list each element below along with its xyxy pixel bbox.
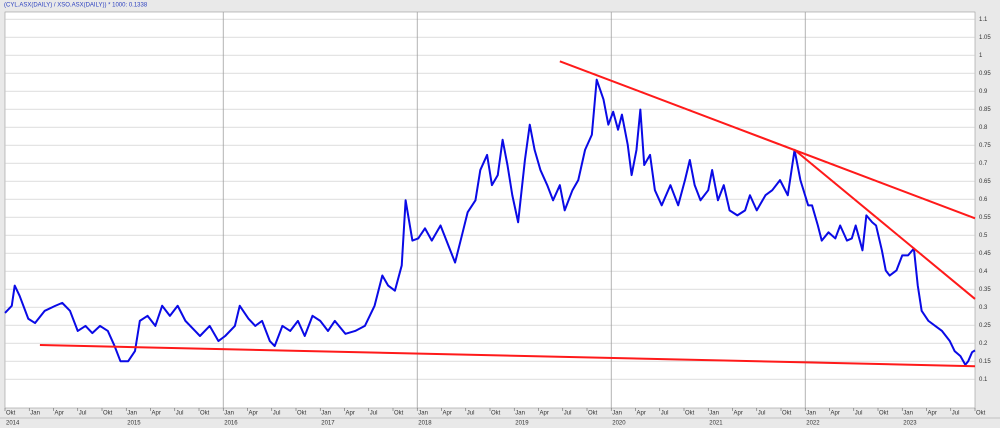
year-tick-label: 2017 (321, 421, 335, 427)
year-tick-label: 2015 (127, 421, 141, 427)
year-tick-label: 2016 (224, 421, 238, 427)
year-tick-label: 2019 (515, 421, 529, 427)
year-tick-label: 2021 (709, 421, 723, 427)
y-tick-label: 0.25 (979, 323, 991, 329)
x-tick-label: Jul (564, 411, 572, 417)
x-tick-label: Apr (540, 411, 549, 417)
x-tick-label: Okt (200, 411, 210, 417)
price-line (4, 78, 976, 366)
x-tick-label: Jan (515, 411, 525, 417)
x-tick-label: Okt (685, 411, 695, 417)
y-tick-label: 0.5 (979, 233, 988, 239)
x-tick-label: Apr (152, 411, 161, 417)
x-tick-label: Okt (6, 411, 16, 417)
x-tick-label: Apr (734, 411, 743, 417)
y-tick-label: 0.7 (979, 161, 988, 167)
y-tick-label: 0.1 (979, 377, 988, 383)
x-tick-label: Apr (346, 411, 355, 417)
x-tick-label: Okt (103, 411, 113, 417)
x-tick-label: Jul (758, 411, 766, 417)
y-tick-label: 0.95 (979, 71, 991, 77)
trendline (793, 149, 976, 300)
y-tick-label: 1.1 (979, 17, 988, 23)
year-tick-label: 2014 (6, 421, 20, 427)
x-tick-label: Jul (273, 411, 281, 417)
x-tick-label: Jan (806, 411, 816, 417)
y-tick-label: 0.8 (979, 125, 988, 131)
y-tick-label: 0.4 (979, 269, 988, 275)
y-tick-label: 0.55 (979, 215, 991, 221)
x-tick-label: Jan (709, 411, 719, 417)
x-tick-label: Jul (370, 411, 378, 417)
x-tick-label: Apr (928, 411, 937, 417)
y-tick-label: 0.85 (979, 107, 991, 113)
x-tick-label: Okt (394, 411, 404, 417)
y-tick-label: 0.15 (979, 359, 991, 365)
y-tick-label: 0.35 (979, 287, 991, 293)
x-tick-label: Jul (79, 411, 87, 417)
year-tick-label: 2022 (806, 421, 820, 427)
year-tick-label: 2018 (418, 421, 432, 427)
x-tick-label: Jan (612, 411, 622, 417)
x-tick-label: Jan (321, 411, 331, 417)
x-tick-label: Jul (467, 411, 475, 417)
x-tick-label: Jul (661, 411, 669, 417)
x-tick-label: Jan (127, 411, 137, 417)
year-tick-label: 2020 (612, 421, 626, 427)
y-tick-label: 0.45 (979, 251, 991, 257)
x-tick-label: Apr (637, 411, 646, 417)
x-tick-label: Okt (879, 411, 889, 417)
y-tick-label: 0.6 (979, 197, 988, 203)
x-tick-label: Jan (224, 411, 234, 417)
year-tick-label: 2023 (903, 421, 917, 427)
x-tick-label: Jan (418, 411, 428, 417)
plot-area (4, 11, 976, 409)
x-tick-label: Okt (588, 411, 598, 417)
trendline (559, 60, 976, 220)
x-tick-label: Jan (30, 411, 40, 417)
y-tick-label: 0.3 (979, 305, 988, 311)
x-tick-label: Okt (976, 411, 986, 417)
x-tick-label: Jul (952, 411, 960, 417)
x-tick-label: Apr (249, 411, 258, 417)
x-tick-label: Apr (443, 411, 452, 417)
x-tick-label: Apr (831, 411, 840, 417)
x-tick-label: Jan (903, 411, 913, 417)
x-tick-label: Okt (297, 411, 307, 417)
x-tick-label: Okt (491, 411, 501, 417)
x-tick-label: Okt (782, 411, 792, 417)
chart-title: (CYL.ASX(DAILY) / XSO.ASX(DAILY)) * 1000… (4, 3, 148, 9)
x-tick-label: Jul (176, 411, 184, 417)
y-tick-label: 1 (979, 53, 983, 59)
x-tick-label: Apr (55, 411, 64, 417)
y-tick-label: 0.2 (979, 341, 988, 347)
x-tick-label: Jul (855, 411, 863, 417)
y-tick-label: 0.65 (979, 179, 991, 185)
y-tick-label: 0.9 (979, 89, 988, 95)
trendline (39, 344, 976, 368)
y-tick-label: 1.05 (979, 35, 991, 41)
y-tick-label: 0.75 (979, 143, 991, 149)
